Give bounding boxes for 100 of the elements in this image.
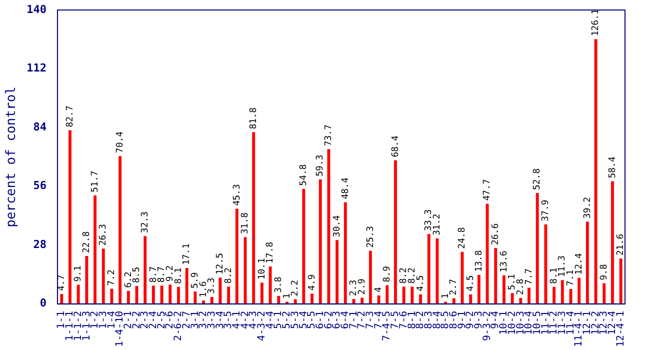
data-label: 82.7: [65, 106, 76, 128]
data-label: 4.9: [307, 274, 318, 291]
data-label: 68.4: [390, 136, 401, 158]
data-label: 2.2: [290, 280, 301, 296]
data-label: 8.5: [132, 266, 142, 284]
bar: [94, 195, 96, 304]
data-label: 25.3: [366, 226, 376, 248]
bar: [126, 290, 130, 304]
x-tick-label: 12-4-1: [615, 310, 626, 347]
data-label: 59.3: [316, 154, 326, 176]
bar: [118, 156, 122, 304]
data-label: 45.3: [232, 184, 242, 206]
data-label: 58.4: [608, 156, 618, 178]
bar: [202, 300, 205, 304]
data-label: 2.8: [516, 278, 526, 295]
data-label: 48.4: [340, 178, 351, 200]
data-label: 17.1: [182, 243, 192, 265]
bar: [360, 298, 364, 304]
bar: [277, 296, 280, 304]
bar: [452, 298, 456, 304]
bar: [227, 286, 230, 304]
y-tick-label: 0: [40, 296, 46, 310]
bar: [310, 294, 314, 304]
bar: [60, 294, 64, 304]
y-tick-label: 84: [33, 120, 47, 134]
bar: [76, 284, 80, 304]
data-label: 54.8: [299, 164, 310, 186]
data-label: 2.7: [449, 278, 460, 296]
bar: [235, 208, 238, 304]
bar: [302, 188, 306, 304]
data-label: 4.5: [416, 275, 426, 292]
bar: [552, 286, 556, 304]
data-label: 51.7: [90, 170, 100, 192]
data-label: 9.8: [599, 264, 610, 280]
bar: [394, 160, 397, 304]
bar: [152, 286, 155, 304]
bar: [619, 258, 622, 304]
data-label: 70.4: [115, 131, 126, 154]
bar: [185, 268, 188, 304]
bar: [210, 296, 214, 304]
data-label: 31.2: [432, 214, 443, 236]
bar: [494, 248, 498, 304]
bar: [578, 278, 581, 304]
data-label: 6.2: [124, 272, 134, 288]
data-label: 1.6: [198, 281, 209, 298]
data-label: 3.8: [274, 276, 284, 293]
bar: [177, 286, 180, 304]
data-label: 26.3: [98, 224, 109, 246]
bar: [560, 280, 564, 304]
data-label: 32.3: [140, 211, 150, 234]
data-label: 126.1: [591, 9, 602, 36]
data-label: 7.7: [524, 268, 534, 285]
data-label: 21.6: [616, 234, 626, 256]
y-tick-label: 56: [33, 179, 47, 192]
data-label: 4.5: [466, 275, 476, 292]
data-label: 17.8: [266, 242, 276, 264]
data-label: 8.2: [408, 267, 418, 284]
bar: [469, 294, 472, 304]
data-label: 8.1: [549, 268, 560, 284]
data-label: 37.9: [541, 200, 552, 222]
bar: [419, 294, 422, 304]
data-label: 31.8: [240, 212, 251, 234]
bar: [85, 256, 88, 304]
bar: [68, 130, 72, 304]
data-label: 10.1: [257, 258, 268, 280]
data-label: 39.2: [582, 196, 593, 219]
data-label: 1: [440, 293, 451, 299]
data-label: 12.4: [574, 253, 584, 275]
data-label: 13.8: [474, 250, 484, 272]
data-label: 3.3: [207, 278, 218, 294]
data-label: 8.2: [224, 267, 234, 284]
data-label: 13.6: [499, 250, 510, 272]
y-tick-label: 140: [26, 2, 46, 16]
data-label: 8.9: [382, 266, 392, 282]
bar: [611, 181, 614, 304]
data-label: 9.2: [165, 265, 176, 282]
data-label: 9.1: [74, 266, 84, 282]
data-label: 8.1: [174, 268, 184, 284]
bar: [402, 286, 406, 304]
bar: [160, 286, 164, 304]
bar: [410, 286, 414, 304]
data-label: 2.9: [357, 278, 368, 295]
data-label: 22.8: [82, 231, 92, 254]
bar: [519, 298, 522, 304]
y-tick-label: 28: [33, 238, 46, 251]
bar: [336, 240, 339, 304]
data-label: 7.2: [107, 270, 118, 286]
data-label: 47.7: [482, 179, 493, 201]
data-label: 8.7: [148, 266, 159, 283]
bar: [168, 284, 172, 304]
bar: [427, 234, 430, 304]
bar: [477, 274, 480, 304]
data-label: 4: [374, 287, 384, 292]
bar: [260, 282, 264, 304]
bar: [510, 293, 514, 304]
data-label: 1: [282, 293, 292, 299]
data-label: 24.8: [458, 227, 468, 249]
bar: [586, 222, 589, 304]
y-axis-title: percent of control: [4, 86, 20, 228]
data-label: 4.7: [56, 274, 67, 292]
